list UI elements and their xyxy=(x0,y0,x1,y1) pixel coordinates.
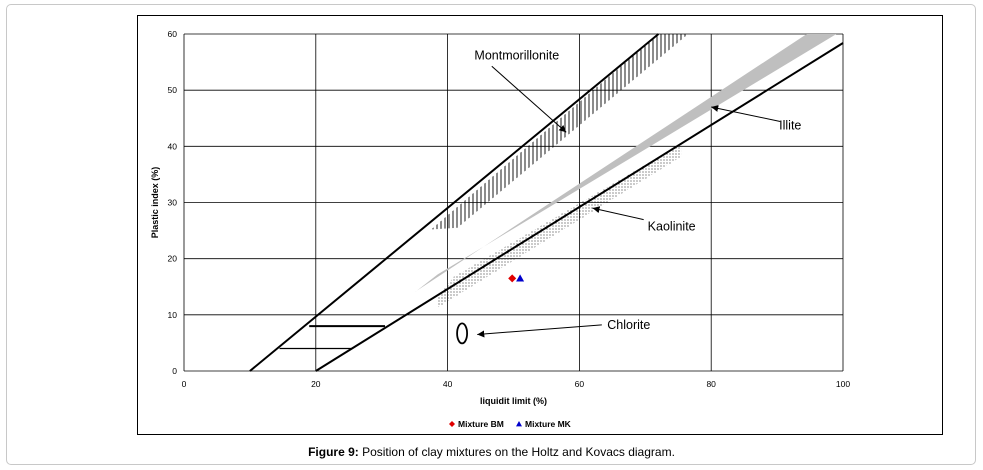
region-label: Montmorillonite xyxy=(474,48,559,62)
annotation-arrow xyxy=(491,65,567,133)
annotation-arrow xyxy=(477,324,602,338)
region-annotations: Montmorillonite Illite Kaolinite Chlorite xyxy=(474,48,801,338)
region-label: Chlorite xyxy=(607,318,650,332)
tick-labels: 0 20 40 60 80 100 0 10 20 30 40 50 60 xyxy=(168,29,851,389)
x-tick-label: 20 xyxy=(311,379,321,389)
x-tick-label: 0 xyxy=(182,379,187,389)
y-tick-label: 0 xyxy=(172,366,177,376)
grid-lines xyxy=(183,33,844,372)
y-tick-label: 60 xyxy=(168,29,178,39)
x-tick-label: 80 xyxy=(706,379,716,389)
region-label: Kaolinite xyxy=(648,220,696,234)
legend-label: Mixture BM xyxy=(458,419,504,429)
figure-caption: Figure 9: Position of clay mixtures on t… xyxy=(0,445,983,459)
plot-box xyxy=(137,15,943,435)
legend-label: Mixture MK xyxy=(525,419,572,429)
clay-chart: 0 20 40 60 80 100 0 10 20 30 40 50 60 liquidit limit… xyxy=(150,29,851,429)
a-line xyxy=(315,42,844,372)
kaolinite-region xyxy=(437,143,682,308)
u-line xyxy=(249,33,660,372)
legend-marker xyxy=(449,421,455,427)
data-point xyxy=(508,274,517,283)
y-tick-label: 30 xyxy=(168,198,178,208)
y-axis-label: Plastic index (%) xyxy=(150,167,160,239)
x-tick-label: 60 xyxy=(575,379,585,389)
caption-text: Position of clay mixtures on the Holtz a… xyxy=(358,445,675,459)
legend: Mixture BM Mixture MK xyxy=(449,419,572,429)
x-tick-label: 100 xyxy=(836,379,850,389)
x-axis-label: liquidit limit (%) xyxy=(480,396,547,406)
annotation-arrow xyxy=(592,206,644,221)
data-point xyxy=(516,274,525,282)
y-tick-label: 10 xyxy=(168,310,178,320)
y-tick-label: 50 xyxy=(168,85,178,95)
legend-marker xyxy=(516,421,522,427)
chlorite-region xyxy=(456,322,468,345)
data-markers xyxy=(508,274,525,283)
x-tick-label: 40 xyxy=(443,379,453,389)
caption-label: Figure 9: xyxy=(308,445,359,459)
annotation-arrow xyxy=(711,105,781,122)
y-tick-label: 40 xyxy=(168,141,178,151)
region-label: Illite xyxy=(779,118,801,132)
y-tick-label: 20 xyxy=(168,254,178,264)
